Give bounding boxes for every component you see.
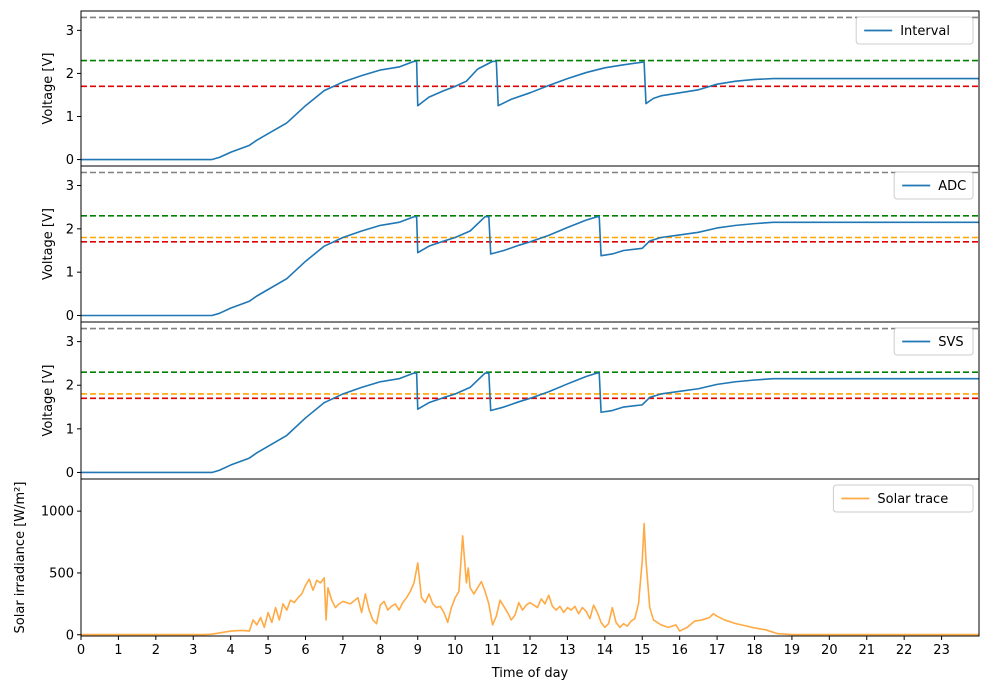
y-tick-label: 2 <box>66 222 74 237</box>
legend-box <box>855 16 974 45</box>
legend: Solar trace <box>832 484 974 513</box>
y-tick-label: 0 <box>66 309 74 324</box>
x-tick-label: 2 <box>152 643 160 658</box>
y-axis-label: Voltage [V] <box>41 53 56 125</box>
x-tick-label: 16 <box>671 643 688 658</box>
legend: Interval <box>855 16 974 45</box>
x-tick-label: 15 <box>634 643 651 658</box>
y-tick-label: 3 <box>66 24 74 39</box>
y-tick-label: 0 <box>66 628 74 643</box>
y-tick-label: 0 <box>66 153 74 168</box>
x-tick-label: 20 <box>821 643 838 658</box>
x-tick-label: 21 <box>858 643 875 658</box>
x-tick-label: 9 <box>414 643 422 658</box>
y-tick-label: 3 <box>66 335 74 350</box>
x-tick-label: 0 <box>77 643 85 658</box>
legend: ADC <box>893 171 974 200</box>
plot-frame <box>80 165 980 323</box>
plot-frame <box>80 10 980 167</box>
y-tick-label: 1000 <box>41 505 74 520</box>
plot-frame <box>80 321 980 480</box>
y-tick-label: 2 <box>66 379 74 394</box>
x-tick-label: 11 <box>484 643 501 658</box>
x-tick-label: 23 <box>933 643 950 658</box>
y-tick-label: 1 <box>66 110 74 125</box>
x-tick-label: 1 <box>114 643 122 658</box>
series-line-1 <box>81 60 979 161</box>
series-line-3 <box>81 372 979 474</box>
x-tick-label: 22 <box>896 643 913 658</box>
x-tick-label: 6 <box>301 643 309 658</box>
y-axis-label: Voltage [V] <box>41 208 56 280</box>
panel-3: 0 1 2 3 Voltage [V] SVS <box>41 321 980 481</box>
x-tick-label: 19 <box>784 643 801 658</box>
y-tick-label: 1 <box>66 422 74 437</box>
x-tick-label: 17 <box>709 643 726 658</box>
y-tick-label: 500 <box>49 566 74 581</box>
x-axis-label: Time of day <box>491 666 569 681</box>
panel-1: 0 1 2 3 Voltage [V] Interval <box>41 10 980 168</box>
x-tick-label: 10 <box>447 643 464 658</box>
legend: SVS <box>893 327 974 356</box>
x-tick-label: 14 <box>597 643 614 658</box>
legend-label: Interval <box>900 24 950 39</box>
x-tick-label: 12 <box>522 643 539 658</box>
series-line-2 <box>81 215 979 317</box>
x-tick-label: 3 <box>189 643 197 658</box>
y-tick-label: 3 <box>66 179 74 194</box>
legend-box <box>893 327 974 356</box>
legend-label: Solar trace <box>877 492 948 507</box>
legend-box <box>832 484 974 513</box>
x-tick-label: 18 <box>746 643 763 658</box>
legend-box <box>893 171 974 200</box>
y-tick-label: 0 <box>66 466 74 481</box>
x-tick-label: 5 <box>264 643 272 658</box>
x-tick-label: 4 <box>227 643 235 658</box>
x-tick-label: 7 <box>339 643 347 658</box>
legend-label: SVS <box>938 335 963 350</box>
panel-2: 0 1 2 3 Voltage [V] ADC <box>41 165 980 324</box>
y-axis-label: Voltage [V] <box>41 365 56 437</box>
y-axis-label: Solar irradiance [W/m²] <box>13 482 28 634</box>
x-tick-label: 8 <box>376 643 384 658</box>
x-tick-label: 13 <box>559 643 576 658</box>
panel-4: 0 500 1000 Solar irradiance [W/m²] Solar tra… <box>13 478 980 681</box>
legend-label: ADC <box>938 179 966 194</box>
series-line-4 <box>81 522 979 636</box>
y-tick-label: 2 <box>66 67 74 82</box>
y-tick-label: 1 <box>66 266 74 281</box>
